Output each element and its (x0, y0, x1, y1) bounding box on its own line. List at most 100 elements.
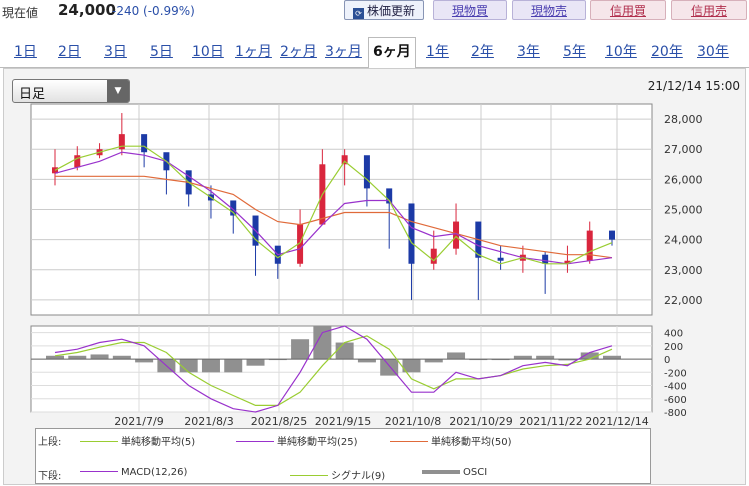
tab-5d[interactable]: 5日 (150, 44, 173, 60)
legend-swatch-osci (422, 470, 460, 474)
current-price-value: 24,000 (58, 1, 116, 19)
tab-6m[interactable]: 6ヶ月 (368, 37, 416, 69)
macd-line (54, 325, 613, 413)
legend-swatch-ma5 (80, 441, 118, 442)
margin-buy-button[interactable]: 信用買 (590, 0, 666, 20)
legend-item-ma50: 単純移動平均(50) (390, 433, 512, 448)
osci-bar (291, 339, 310, 360)
tab-30y[interactable]: 30年 (697, 44, 729, 60)
ma50-line (55, 175, 613, 259)
osci-bar (402, 359, 421, 373)
legend-label-ma50: 単純移動平均(50) (431, 437, 512, 448)
macd-tick-label: -400 (664, 382, 687, 393)
osci-bar (580, 352, 599, 360)
candle-body (52, 167, 58, 174)
x-tick-label: 2021/11/22 (519, 415, 582, 428)
price-tick-label: 27,000 (664, 143, 703, 156)
margin-sell-button[interactable]: 信用売 (671, 0, 747, 20)
update-price-button[interactable]: ⟳ 株価更新 (344, 0, 424, 20)
osci-bar (424, 359, 443, 363)
price-tick-label: 25,000 (664, 204, 703, 217)
tab-2y[interactable]: 2年 (471, 44, 494, 60)
osci-bar (513, 355, 532, 360)
tab-1m[interactable]: 1ヶ月 (235, 44, 272, 60)
osci-bar (179, 359, 198, 373)
tab-2m[interactable]: 2ヶ月 (280, 44, 317, 60)
macd-tick-label: 400 (664, 329, 683, 340)
candle-body (408, 203, 415, 264)
legend-label-osci: OSCI (463, 467, 488, 478)
signal-line (54, 335, 613, 406)
legend-swatch-ma25 (236, 441, 274, 442)
x-tick-label: 2021/9/15 (315, 415, 371, 428)
legend-item-macd: MACD(12,26) (80, 467, 187, 478)
candle-body (453, 221, 460, 249)
chevron-down-icon[interactable]: ▼ (107, 80, 129, 102)
ma5-line (54, 145, 613, 265)
candle-body (341, 155, 348, 165)
macd-tick-label: -200 (664, 368, 687, 379)
x-tick-label: 2021/12/14 (585, 415, 648, 428)
candle-body (497, 257, 504, 261)
osci-bar (313, 326, 332, 360)
legend-item-ma5: 単純移動平均(5) (80, 433, 195, 448)
x-tick-label: 2021/10/8 (385, 415, 441, 428)
legend-item-ma25: 単純移動平均(25) (236, 433, 358, 448)
candle-body (363, 155, 370, 189)
chart-legend: 上段: 単純移動平均(5) 単純移動平均(25) 単純移動平均(50) 下段: … (35, 428, 651, 484)
tab-5y[interactable]: 5年 (563, 44, 586, 60)
macd-tick-label: 0 (664, 355, 670, 366)
macd-tick-label: -600 (664, 395, 687, 406)
interval-select[interactable]: 日足 ▼ (12, 79, 130, 103)
osci-bar (135, 359, 154, 363)
legend-swatch-signal (290, 475, 328, 476)
osci-bar (112, 355, 131, 360)
osci-bar (603, 355, 621, 360)
tab-10d[interactable]: 10日 (192, 44, 224, 60)
candle-body (386, 188, 393, 204)
osci-bar (201, 359, 220, 373)
tab-20y[interactable]: 20年 (651, 44, 683, 60)
tab-1d[interactable]: 1日 (14, 44, 37, 60)
osci-bar (447, 352, 466, 360)
candle-body (609, 230, 615, 240)
osci-bar (246, 359, 265, 366)
tab-1y[interactable]: 1年 (426, 44, 449, 60)
x-tick-label: 2021/8/25 (251, 415, 307, 428)
tab-3y[interactable]: 3年 (517, 44, 540, 60)
legend-label-macd: MACD(12,26) (121, 467, 188, 478)
interval-select-value: 日足 (19, 87, 46, 102)
price-tick-label: 28,000 (664, 113, 703, 126)
legend-swatch-ma50 (390, 441, 428, 442)
tab-3m[interactable]: 3ヶ月 (325, 44, 362, 60)
price-change: -240 (-0.99%) (112, 4, 195, 18)
osci-bar (68, 355, 87, 360)
macd-plot-area (30, 325, 653, 413)
tab-2d[interactable]: 2日 (58, 44, 81, 60)
x-tick-label: 2021/10/29 (449, 415, 512, 428)
osci-bar (536, 355, 555, 360)
tab-10y[interactable]: 10年 (605, 44, 637, 60)
current-price-label: 現在値 (2, 6, 39, 20)
osci-bar (46, 355, 64, 360)
chart-datetime: 21/12/14 15:00 (647, 79, 740, 93)
candle-body (564, 260, 571, 264)
osci-bar (335, 342, 354, 360)
cash-sell-button[interactable]: 現物売 (512, 0, 586, 20)
legend-upper-label: 上段: (38, 437, 62, 448)
candle-body (586, 230, 593, 261)
x-tick-label: 2021/8/3 (184, 415, 233, 428)
legend-label-ma5: 単純移動平均(5) (121, 437, 196, 448)
tab-3d[interactable]: 3日 (104, 44, 127, 60)
cash-buy-button[interactable]: 現物買 (433, 0, 507, 20)
legend-swatch-macd (80, 471, 118, 472)
osci-bar (357, 359, 376, 363)
macd-tick-label: -800 (664, 408, 687, 419)
legend-item-osci: OSCI (422, 467, 487, 478)
legend-label-ma25: 単純移動平均(25) (277, 437, 358, 448)
x-tick-label: 2021/7/9 (114, 415, 163, 428)
legend-item-signal: シグナル(9) (290, 467, 385, 482)
osci-bar (224, 359, 243, 373)
osci-bar (90, 354, 109, 360)
